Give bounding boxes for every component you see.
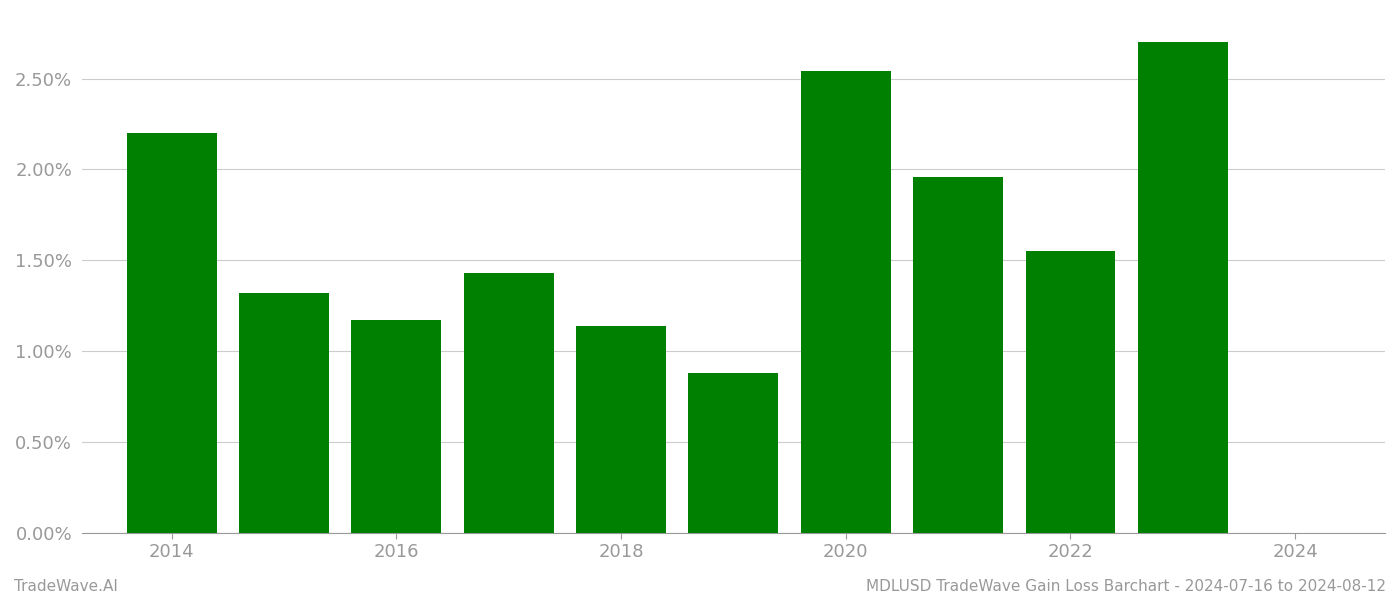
- Bar: [577, 326, 666, 533]
- Bar: [801, 71, 890, 533]
- Bar: [1138, 42, 1228, 533]
- Bar: [689, 373, 778, 533]
- Text: TradeWave.AI: TradeWave.AI: [14, 579, 118, 594]
- Bar: [127, 133, 217, 533]
- Bar: [913, 176, 1002, 533]
- Bar: [239, 293, 329, 533]
- Bar: [351, 320, 441, 533]
- Bar: [463, 273, 553, 533]
- Bar: [1026, 251, 1116, 533]
- Text: MDLUSD TradeWave Gain Loss Barchart - 2024-07-16 to 2024-08-12: MDLUSD TradeWave Gain Loss Barchart - 20…: [867, 579, 1386, 594]
